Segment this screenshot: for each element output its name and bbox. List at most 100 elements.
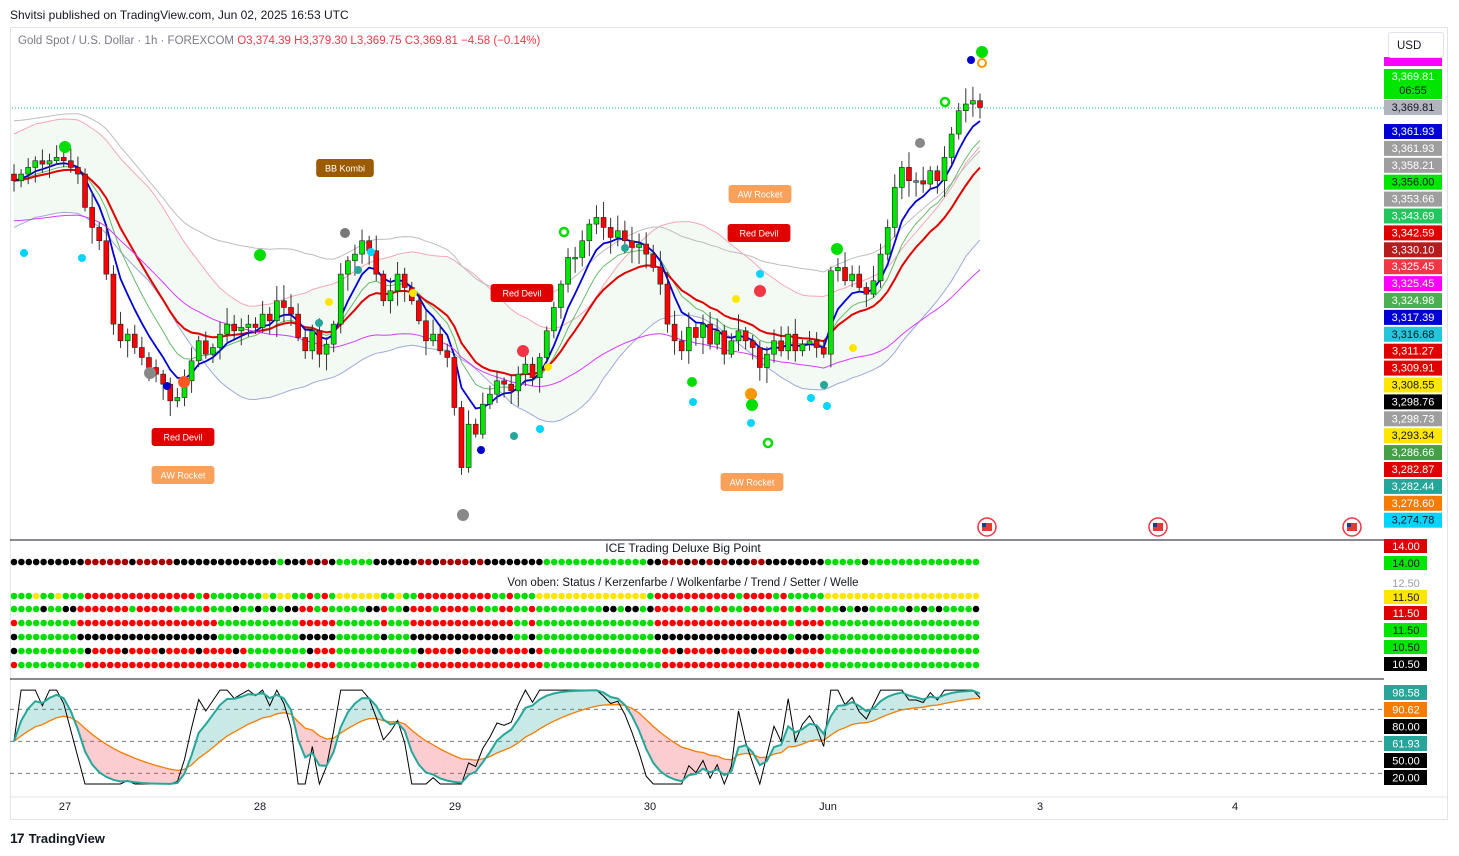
candle: [501, 377, 507, 398]
candle: [302, 329, 309, 359]
signal-text: Red Devil: [502, 289, 541, 299]
osc-fill: [198, 724, 206, 759]
osc-fill: [532, 699, 540, 734]
candle-body: [202, 340, 209, 355]
signal-badge: [728, 185, 792, 203]
price-label-bg: [1384, 293, 1442, 308]
candle-body: [579, 240, 586, 258]
candle: [217, 321, 223, 360]
status-dot: [321, 558, 329, 566]
status-dot: [706, 619, 713, 627]
status-dot: [173, 592, 181, 600]
status-dot: [913, 558, 921, 566]
status-dot: [491, 661, 499, 669]
candle-body: [607, 227, 614, 238]
status-dot: [913, 592, 921, 600]
x-tick-label: 30: [644, 801, 656, 813]
status-dot: [62, 558, 70, 566]
status-dot: [684, 619, 691, 627]
flag-canton: [982, 523, 986, 527]
status-dot: [632, 605, 639, 613]
status-dot: [284, 592, 292, 600]
osc-fill: [866, 708, 874, 723]
status-dot: [765, 558, 773, 566]
legend-close: C3,369.81: [404, 35, 458, 47]
status-dot: [106, 605, 114, 613]
status-dot: [513, 633, 521, 641]
candle-body: [884, 227, 891, 255]
candle: [700, 314, 706, 355]
status-dot: [965, 647, 972, 655]
signal-dot: [367, 248, 375, 256]
signal-dot: [807, 394, 815, 402]
status-dot: [772, 592, 780, 600]
status-dot: [957, 592, 965, 600]
osc-fill: [553, 692, 561, 722]
candle-body: [259, 313, 266, 328]
candle-body: [806, 340, 813, 345]
status-dot: [47, 661, 55, 669]
status-dot: [425, 558, 432, 566]
status-dot: [284, 633, 292, 641]
status-dot: [809, 619, 817, 627]
candle: [288, 294, 294, 327]
status-dot: [750, 592, 758, 600]
status-dot: [277, 592, 284, 600]
status-dot: [676, 592, 684, 600]
status-dot: [388, 558, 395, 566]
signal-badge: [151, 428, 215, 446]
candle: [948, 127, 955, 166]
status-dot: [824, 605, 832, 613]
osc-fill: [951, 691, 959, 703]
candle-body: [856, 273, 863, 288]
status-dot: [410, 558, 417, 566]
status-dot: [358, 619, 366, 627]
status-dot: [935, 592, 943, 600]
status-dot: [373, 619, 380, 627]
signal-dot: [315, 319, 323, 327]
status-dot: [558, 558, 565, 566]
status-dot: [809, 633, 817, 641]
currency-button[interactable]: USD: [1388, 32, 1444, 58]
status-dot: [661, 605, 669, 613]
status-dot: [476, 605, 484, 613]
candle: [714, 318, 720, 350]
status-dot: [469, 633, 477, 641]
status-dot: [602, 592, 610, 600]
candle-body: [39, 160, 46, 165]
status-dot: [306, 605, 314, 613]
status-dot: [262, 605, 269, 613]
status-dot: [10, 661, 18, 669]
status-dot: [824, 633, 832, 641]
candle: [643, 232, 649, 269]
candle: [25, 158, 32, 185]
status-dot: [728, 661, 736, 669]
status-dot: [861, 558, 869, 566]
status-dot: [617, 619, 625, 627]
status-dot: [750, 605, 758, 613]
status-dot: [861, 619, 869, 627]
status-dot: [817, 661, 824, 669]
status-dot: [972, 647, 980, 655]
candle: [785, 326, 792, 360]
status-dot: [787, 592, 795, 600]
status-dot: [395, 633, 403, 641]
status-dot: [18, 558, 25, 566]
status-dot: [269, 558, 277, 566]
status-dot: [891, 661, 898, 669]
status-dot: [247, 619, 255, 627]
candle: [792, 318, 799, 362]
status-dot: [188, 558, 195, 566]
status-dot: [462, 619, 469, 627]
candle: [437, 324, 443, 355]
status-dot: [40, 647, 47, 655]
candle: [423, 310, 429, 356]
status-dot: [240, 605, 247, 613]
status-dot: [817, 592, 824, 600]
status-dot: [217, 633, 225, 641]
price-label-bg: [1384, 394, 1442, 410]
status-dot: [84, 661, 92, 669]
status-dot: [839, 592, 847, 600]
status-dot: [84, 592, 92, 600]
